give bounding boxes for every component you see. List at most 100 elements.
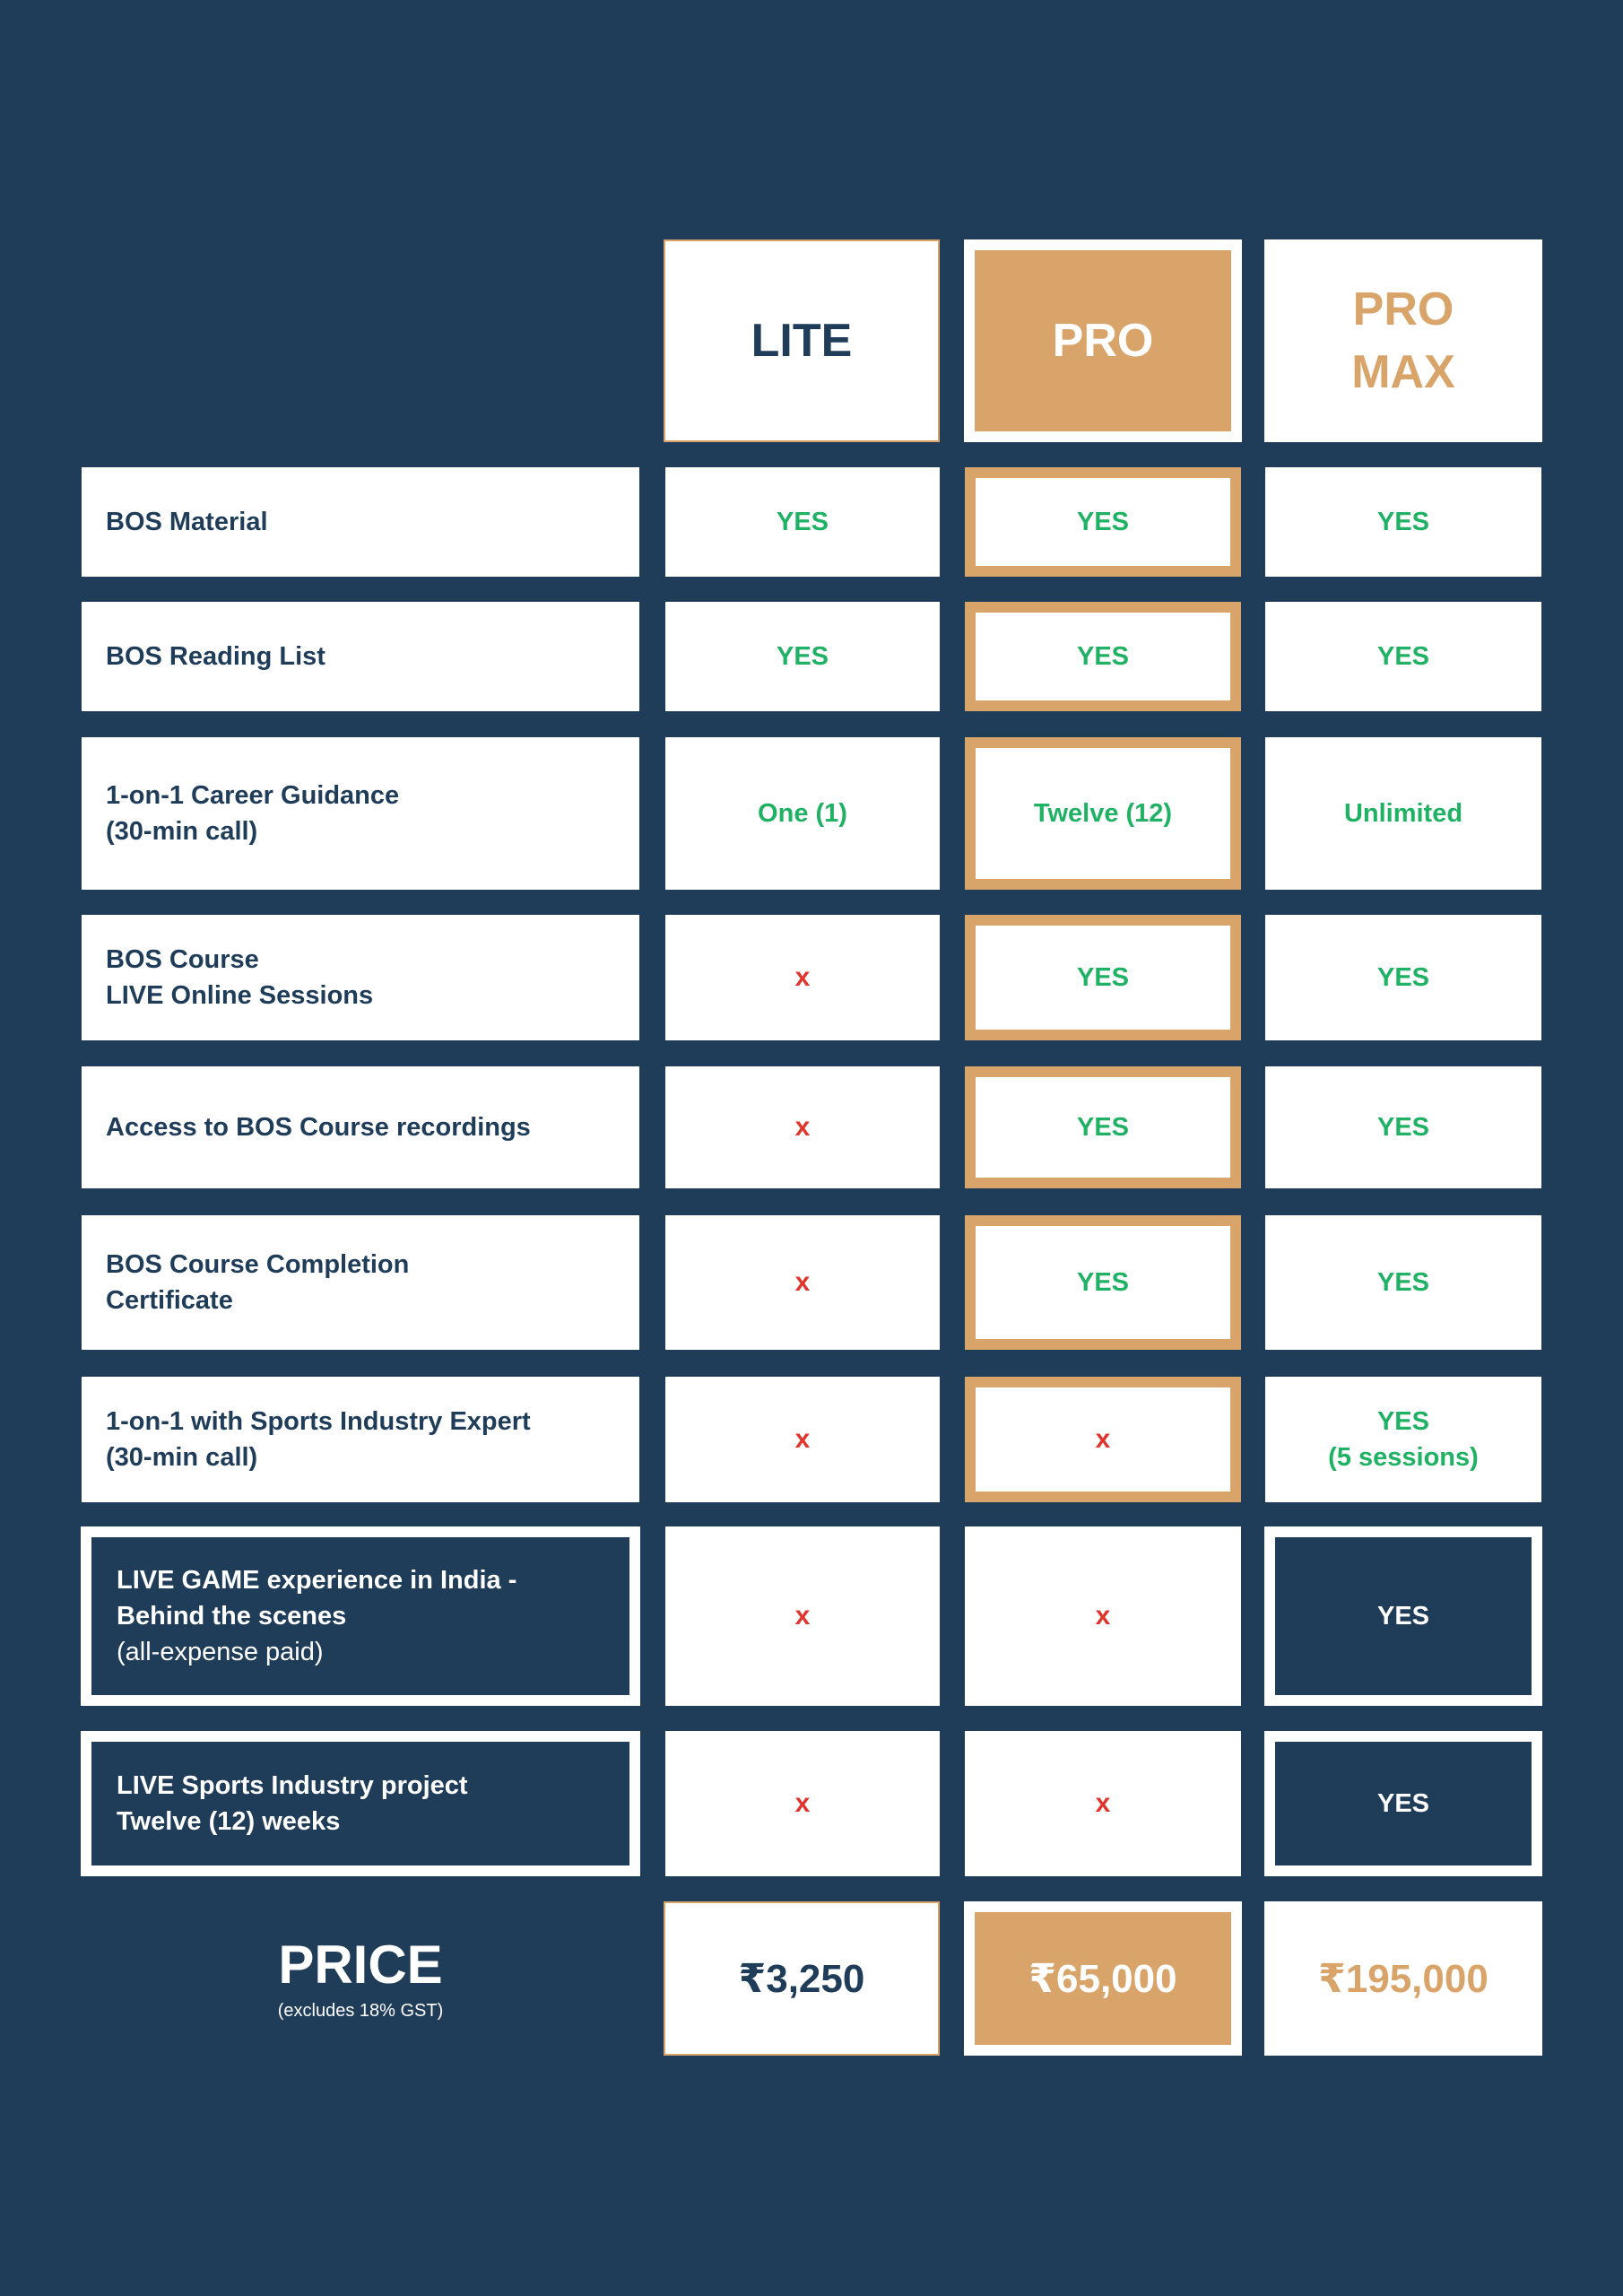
- feature-label-subtext: (all-expense paid): [117, 1638, 324, 1666]
- not-included-mark: x: [794, 1112, 811, 1142]
- price-pro-max-cell: ₹195,000: [1264, 1901, 1542, 2056]
- pro-max-value: YES: [1376, 1602, 1430, 1631]
- feature-label-line: Twelve (12) weeks: [117, 1807, 341, 1836]
- tier-header-lite: LITE: [664, 239, 940, 442]
- feature-label: LIVE GAME experience in India - Behind t…: [117, 1562, 516, 1670]
- feature-label: BOS Reading List: [106, 642, 325, 671]
- pro-max-value-cell: YES: [1265, 915, 1541, 1040]
- feature-label-line: BOS Course: [106, 945, 259, 974]
- feature-label: BOS Material: [106, 508, 268, 536]
- pro-max-value-line: (5 sessions): [1328, 1443, 1479, 1472]
- tier-label-pro-max: PRO MAX: [1351, 278, 1455, 404]
- price-title: PRICE: [278, 1935, 443, 1995]
- not-included-mark: x: [794, 1788, 811, 1818]
- pro-value: YES: [1076, 642, 1130, 671]
- pro-value-cell: YES: [965, 1215, 1241, 1350]
- feature-label: BOS Course Completion Certificate: [106, 1247, 409, 1318]
- price-label: PRICE (excludes 18% GST): [82, 1933, 638, 2024]
- pro-value-cell: YES: [965, 1066, 1241, 1188]
- pro-value-cell: Twelve (12): [965, 737, 1241, 890]
- tier-header-pro-max: PRO MAX: [1264, 239, 1542, 442]
- feature-label-line: Behind the scenes: [117, 1602, 347, 1631]
- feature-label-line: LIVE Online Sessions: [106, 981, 374, 1010]
- feature-live-game-experience: LIVE GAME experience in India - Behind t…: [81, 1526, 640, 1706]
- pro-max-value: YES: [1376, 1789, 1430, 1818]
- lite-value-cell: YES: [665, 467, 940, 577]
- tier-label-pro-max-line2: MAX: [1351, 346, 1455, 398]
- feature-label-line: LIVE GAME experience in India -: [117, 1566, 517, 1595]
- pro-max-value-cell: YES: [1264, 1731, 1542, 1876]
- feature-label-line: BOS Course Completion: [106, 1250, 410, 1279]
- feature-label: 1-on-1 Career Guidance (30-min call): [106, 778, 399, 849]
- pro-max-value-cell: YES: [1265, 1215, 1541, 1350]
- feature-career-guidance: 1-on-1 Career Guidance (30-min call): [82, 737, 639, 890]
- pro-max-value-cell: YES (5 sessions): [1265, 1377, 1541, 1502]
- lite-value-cell: x: [665, 915, 940, 1040]
- feature-label: BOS Course LIVE Online Sessions: [106, 942, 373, 1013]
- lite-value-cell: x: [665, 1215, 940, 1350]
- not-included-mark: x: [794, 1601, 811, 1631]
- feature-bos-reading-list: BOS Reading List: [82, 602, 639, 711]
- not-included-mark: x: [1095, 1601, 1111, 1631]
- tier-label-pro: PRO: [1052, 315, 1154, 367]
- pro-value: YES: [1076, 963, 1130, 992]
- price-pro-max: ₹195,000: [1318, 1956, 1488, 2001]
- pro-max-value: YES (5 sessions): [1328, 1404, 1479, 1475]
- feature-bos-material: BOS Material: [82, 467, 639, 577]
- pro-max-value: Unlimited: [1343, 799, 1463, 828]
- lite-value-cell: One (1): [665, 737, 940, 890]
- pro-max-value: YES: [1376, 508, 1430, 536]
- feature-label-line: LIVE Sports Industry project: [117, 1771, 468, 1800]
- feature-course-recordings: Access to BOS Course recordings: [82, 1066, 639, 1188]
- lite-value-cell: x: [665, 1377, 940, 1502]
- not-included-mark: x: [794, 962, 811, 992]
- pro-value: Twelve (12): [1033, 799, 1173, 828]
- lite-value: One (1): [758, 799, 847, 828]
- pro-value-cell: x: [965, 1377, 1241, 1502]
- pro-max-value-cell: Unlimited: [1265, 737, 1541, 890]
- feature-label: 1-on-1 with Sports Industry Expert (30-m…: [106, 1404, 531, 1475]
- lite-value-cell: YES: [665, 602, 940, 711]
- not-included-mark: x: [794, 1424, 811, 1454]
- lite-value: YES: [776, 508, 829, 536]
- pro-max-value-cell: YES: [1265, 1066, 1541, 1188]
- not-included-mark: x: [1095, 1424, 1111, 1454]
- pro-value: YES: [1076, 1113, 1130, 1142]
- pro-value: YES: [1076, 1268, 1130, 1297]
- feature-completion-certificate: BOS Course Completion Certificate: [82, 1215, 639, 1350]
- pro-value-cell: x: [965, 1731, 1241, 1876]
- price-pro-cell: ₹65,000: [964, 1901, 1242, 2056]
- feature-label: Access to BOS Course recordings: [106, 1113, 531, 1142]
- feature-industry-expert: 1-on-1 with Sports Industry Expert (30-m…: [82, 1377, 639, 1502]
- pro-value-cell: YES: [965, 467, 1241, 577]
- feature-label-line: (30-min call): [106, 817, 258, 846]
- pro-max-value-cell: YES: [1265, 467, 1541, 577]
- tier-label-pro-max-line1: PRO: [1352, 283, 1454, 335]
- pro-value-cell: YES: [965, 915, 1241, 1040]
- lite-value-cell: x: [665, 1066, 940, 1188]
- feature-label: LIVE Sports Industry project Twelve (12)…: [117, 1768, 468, 1839]
- pro-value-cell: YES: [965, 602, 1241, 711]
- pro-max-value-line: YES: [1376, 1407, 1429, 1436]
- price-note: (excludes 18% GST): [277, 2001, 444, 2021]
- feature-live-industry-project: LIVE Sports Industry project Twelve (12)…: [81, 1731, 640, 1876]
- lite-value: YES: [776, 642, 829, 671]
- pro-value-cell: x: [965, 1526, 1241, 1706]
- feature-label-line: (30-min call): [106, 1443, 258, 1472]
- tier-header-pro: PRO: [964, 239, 1242, 442]
- lite-value-cell: x: [665, 1731, 940, 1876]
- tier-label-lite: LITE: [751, 315, 853, 367]
- feature-label-line: 1-on-1 with Sports Industry Expert: [106, 1407, 531, 1436]
- pro-max-value-cell: YES: [1265, 602, 1541, 711]
- feature-label-line: 1-on-1 Career Guidance: [106, 781, 400, 810]
- pro-max-value: YES: [1376, 963, 1430, 992]
- pro-max-value-cell: YES: [1264, 1526, 1542, 1706]
- feature-label-line: Certificate: [106, 1286, 233, 1315]
- price-lite: ₹3,250: [738, 1956, 865, 2001]
- pro-value: YES: [1076, 508, 1130, 536]
- not-included-mark: x: [1095, 1788, 1111, 1818]
- lite-value-cell: x: [665, 1526, 940, 1706]
- not-included-mark: x: [794, 1267, 811, 1297]
- price-lite-cell: ₹3,250: [664, 1901, 940, 2056]
- pro-max-value: YES: [1376, 1113, 1430, 1142]
